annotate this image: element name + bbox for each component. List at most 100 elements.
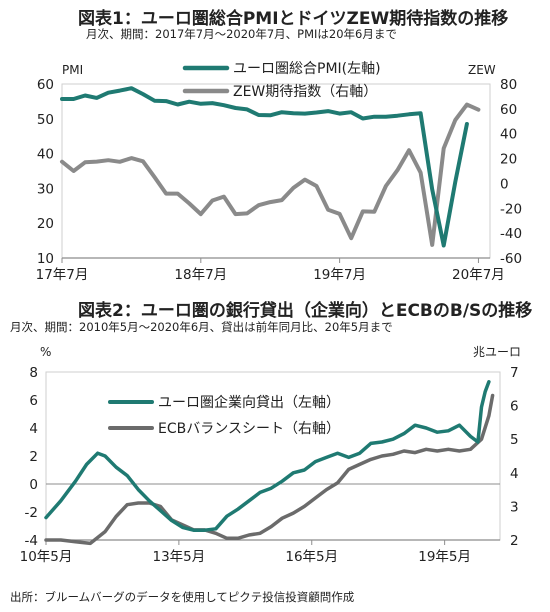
data-point-2	[436, 450, 439, 452]
y-left-tick-label: 2	[29, 449, 38, 465]
data-point-1	[118, 89, 121, 92]
data-point-1	[419, 112, 422, 115]
y-right-tick-label: 6	[510, 399, 519, 415]
data-point-1	[358, 452, 361, 455]
data-point-1	[214, 527, 217, 530]
data-point-1	[153, 99, 156, 102]
data-point-1	[188, 100, 191, 103]
x-tick-label: 20年7月	[452, 267, 505, 283]
data-point-2	[347, 468, 350, 471]
data-point-2	[403, 450, 405, 452]
y-left-tick-label: -4	[25, 533, 38, 549]
data-point-1	[381, 441, 383, 443]
data-point-2	[118, 160, 121, 163]
data-point-2	[414, 451, 416, 454]
data-point-2	[350, 237, 353, 240]
data-point-1	[269, 114, 272, 117]
data-point-1	[74, 480, 77, 483]
data-point-2	[327, 208, 329, 211]
data-point-1	[104, 455, 106, 457]
data-point-1	[292, 112, 295, 115]
data-point-1	[192, 529, 195, 532]
y-right-tick-label: 2	[510, 533, 519, 549]
data-point-1	[303, 469, 306, 471]
data-point-1	[115, 466, 117, 469]
data-point-1	[45, 516, 47, 519]
data-point-1	[403, 432, 405, 435]
source-note: 出所：ブルームバーグのデータを使用してピクテ投信投資顧問作成	[10, 590, 355, 604]
data-point-2	[72, 170, 75, 172]
data-point-2	[466, 103, 468, 106]
data-point-2	[488, 414, 490, 417]
data-point-2	[226, 537, 228, 540]
x-tick-label: 18年7月	[174, 267, 227, 283]
legend-label-2: ECBバランスシート（右軸）	[158, 421, 340, 437]
data-point-1	[347, 456, 350, 459]
y-left-tick-label: 60	[37, 77, 54, 93]
y-right-tick-label: 80	[500, 77, 517, 93]
y-right-tick-label: 20	[500, 152, 517, 168]
data-point-1	[226, 515, 228, 518]
data-point-2	[259, 532, 261, 535]
data-point-2	[115, 515, 117, 518]
data-point-2	[431, 244, 434, 246]
chart1-title: 図表1：ユーロ圏総合PMIとドイツZEW期待指数の推移	[78, 9, 509, 29]
legend-label-1: ユーロ圏総合PMI(左軸)	[233, 61, 381, 77]
data-point-1	[431, 188, 434, 191]
y-left-tick-label: 50	[37, 112, 54, 128]
data-point-1	[350, 111, 353, 114]
data-point-1	[234, 107, 237, 109]
y-left-tick-label: 8	[29, 365, 38, 381]
y-right-axis-label: 兆ユーロ	[473, 345, 521, 359]
data-point-2	[381, 455, 383, 457]
data-point-2	[95, 160, 98, 163]
data-point-1	[246, 108, 249, 111]
data-point-1	[338, 112, 341, 115]
data-point-2	[176, 192, 179, 195]
data-point-2	[419, 171, 422, 174]
data-point-2	[314, 497, 317, 499]
data-point-2	[130, 157, 133, 160]
y-right-tick-label: 4	[510, 466, 519, 482]
data-point-1	[480, 406, 483, 408]
data-point-2	[396, 169, 399, 172]
data-point-2	[454, 119, 457, 121]
data-point-2	[281, 517, 284, 520]
data-point-1	[199, 102, 202, 105]
data-point-2	[223, 195, 225, 198]
data-point-2	[336, 482, 339, 484]
data-point-2	[369, 458, 372, 461]
x-tick-label: 13年5月	[152, 549, 205, 565]
data-point-1	[442, 244, 445, 247]
data-point-2	[84, 161, 86, 164]
data-point-2	[292, 187, 295, 189]
data-point-1	[336, 452, 339, 455]
data-point-1	[85, 463, 88, 466]
data-point-2	[74, 540, 77, 543]
data-point-1	[315, 111, 318, 114]
y-right-tick-label: 3	[510, 499, 519, 515]
data-point-2	[104, 530, 106, 533]
data-point-1	[466, 123, 468, 125]
data-point-1	[469, 435, 472, 438]
data-point-2	[248, 534, 250, 536]
data-point-2	[59, 539, 62, 541]
data-point-2	[159, 505, 162, 508]
data-point-2	[491, 394, 494, 397]
data-point-1	[142, 93, 144, 95]
data-point-1	[165, 100, 168, 102]
data-point-1	[107, 91, 110, 94]
data-point-1	[436, 431, 439, 434]
data-point-1	[181, 526, 184, 529]
y-left-tick-label: -2	[25, 505, 38, 521]
data-point-2	[153, 176, 156, 179]
data-point-1	[211, 102, 214, 104]
data-point-2	[211, 199, 214, 202]
data-point-1	[148, 499, 151, 502]
data-point-1	[280, 111, 283, 114]
y-right-tick-label: 7	[510, 365, 519, 381]
data-point-1	[176, 103, 179, 106]
data-point-1	[488, 380, 490, 383]
data-point-2	[188, 202, 191, 205]
data-point-2	[469, 448, 472, 451]
